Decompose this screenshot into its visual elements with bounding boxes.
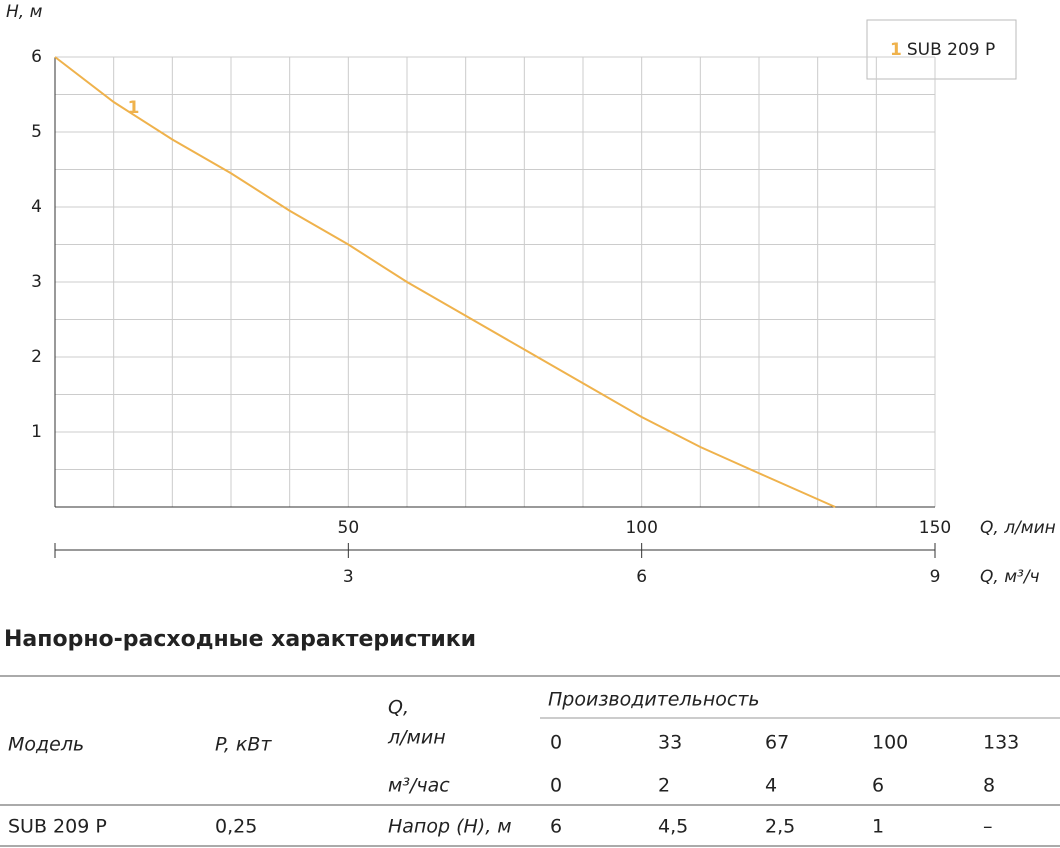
- table-cell: SUB 209 P: [8, 816, 107, 838]
- legend-box: [866, 19, 1017, 80]
- flow-lpm: 100: [872, 732, 908, 754]
- curve: [54, 56, 836, 508]
- y-axis-title: H, м: [6, 2, 43, 22]
- y-tick-label: 5: [31, 122, 42, 142]
- curve-label: 1: [128, 98, 140, 118]
- flow-lpm: 133: [983, 732, 1019, 754]
- legend-entry: 1 SUB 209 P: [890, 40, 995, 60]
- flow-lpm: 0: [550, 732, 562, 754]
- x-tick-label: 100: [625, 518, 657, 538]
- y-tick-label: 4: [31, 197, 42, 217]
- x2-tick-label: 6: [636, 567, 647, 587]
- y-tick-label: 3: [31, 272, 42, 292]
- table-cell: 1: [872, 816, 884, 838]
- flow-m3h: 4: [765, 775, 777, 797]
- table-cell: 2,5: [765, 816, 795, 838]
- y-tick-label: 2: [31, 347, 42, 367]
- flow-m3h: 0: [550, 775, 562, 797]
- x-axis-title: Q, л/мин: [980, 518, 1056, 538]
- header-m3: м³/час: [388, 775, 450, 797]
- header-group: Производительность: [548, 689, 760, 711]
- table-cell: Напор (H), м: [388, 816, 512, 838]
- header-model: Модель: [8, 734, 84, 756]
- header-q: Q,: [388, 697, 409, 719]
- flow-lpm: 67: [765, 732, 789, 754]
- header-q-unit: л/мин: [387, 727, 446, 749]
- x2-tick-label: 9: [930, 567, 941, 587]
- flow-m3h: 8: [983, 775, 995, 797]
- x2-axis-title: Q, м³/ч: [980, 567, 1040, 587]
- table-cell: 6: [550, 816, 562, 838]
- table-title: Напорно-расходные характеристики: [4, 627, 476, 652]
- table-cell: –: [983, 816, 993, 838]
- y-tick-label: 6: [31, 47, 42, 67]
- flow-m3h: 2: [658, 775, 670, 797]
- y-tick-label: 1: [31, 422, 42, 442]
- legend-marker: 1: [890, 40, 902, 60]
- x-tick-label: 150: [919, 518, 951, 538]
- header-power: P, кВт: [215, 734, 272, 756]
- flow-lpm: 33: [658, 732, 682, 754]
- x-tick-label: 50: [338, 518, 360, 538]
- legend-label: SUB 209 P: [907, 40, 995, 60]
- table-cell: 4,5: [658, 816, 688, 838]
- flow-m3h: 6: [872, 775, 884, 797]
- table-cell: 0,25: [215, 816, 257, 838]
- x2-tick-label: 3: [343, 567, 354, 587]
